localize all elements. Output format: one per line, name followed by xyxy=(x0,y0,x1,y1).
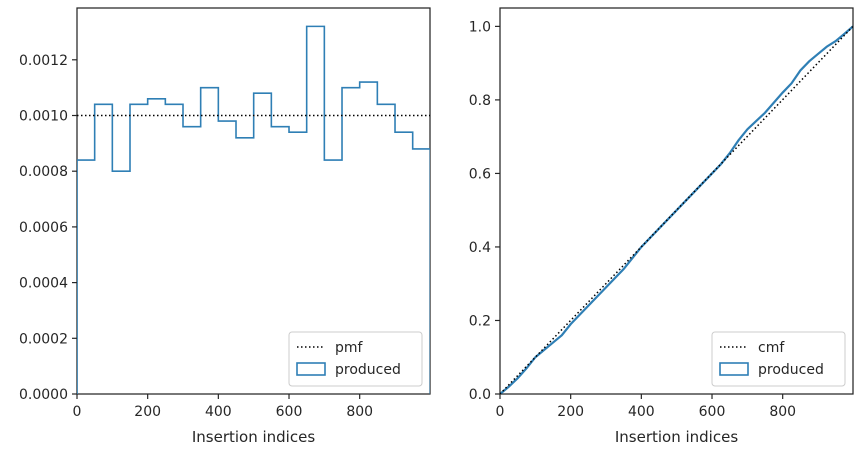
x-tick-label: 0 xyxy=(73,404,82,420)
x-tick-label: 600 xyxy=(699,404,726,420)
plot-marks xyxy=(500,25,853,394)
legend-label-pmf: pmf xyxy=(335,340,364,356)
y-tick-label: 0.0012 xyxy=(19,53,68,69)
y-tick-label: 0.0008 xyxy=(19,164,68,180)
y-tick-label: 0.2 xyxy=(469,313,491,329)
y-tick-label: 1.0 xyxy=(469,19,491,35)
legend-box xyxy=(711,331,846,387)
legend: pmf produced xyxy=(288,331,423,387)
plot-frame xyxy=(499,7,854,395)
y-tick-label: 0.0006 xyxy=(19,220,68,236)
cmf-reference-line xyxy=(500,25,853,394)
y-tick-label: 0.0004 xyxy=(19,276,68,292)
x-axis-label: Insertion indices xyxy=(615,428,738,446)
legend-label-produced: produced xyxy=(335,362,401,378)
legend-swatch-produced xyxy=(296,362,326,376)
plot-marks xyxy=(77,25,430,394)
x-tick-label: 400 xyxy=(205,404,232,420)
y-tick-label: 0.0000 xyxy=(19,387,68,403)
legend-label-cmf: cmf xyxy=(758,340,785,356)
x-axis-ticks: 0 200 400 600 800 xyxy=(73,394,373,420)
y-tick-label: 0.0002 xyxy=(19,331,68,347)
histogram-panel: 0 200 400 600 800 0.00000.00020.00040.00060.… xyxy=(19,7,431,446)
x-tick-label: 200 xyxy=(557,404,584,420)
x-tick-label: 600 xyxy=(276,404,303,420)
y-tick-label: 0.4 xyxy=(469,240,491,256)
x-tick-label: 400 xyxy=(628,404,655,420)
x-tick-label: 800 xyxy=(769,404,796,420)
y-tick-label: 0.8 xyxy=(469,93,491,109)
legend-box xyxy=(288,331,423,387)
y-tick-label: 0.0010 xyxy=(19,109,68,125)
legend-swatch-produced xyxy=(719,362,749,376)
y-tick-label: 0.0 xyxy=(469,387,491,403)
y-axis-ticks: 0.0 0.2 0.4 0.6 0.8 1.0 xyxy=(469,19,500,403)
x-tick-label: 200 xyxy=(134,404,161,420)
x-tick-label: 800 xyxy=(346,404,373,420)
y-tick-label: 0.6 xyxy=(469,166,491,182)
x-axis-label: Insertion indices xyxy=(192,428,315,446)
x-axis-ticks: 0 200 400 600 800 xyxy=(496,394,796,420)
x-tick-label: 0 xyxy=(496,404,505,420)
y-axis-ticks: 0.0000 0.0002 0.0004 0.0006 0.0008 0.0010 0.00… xyxy=(19,53,77,403)
cumulative-panel: 0 200 400 600 800 0.0 0.2 0.4 0.6 0.8 1.0 Inserti… xyxy=(469,7,854,446)
legend: cmf produced xyxy=(711,331,846,387)
legend-label-produced: produced xyxy=(758,362,824,378)
